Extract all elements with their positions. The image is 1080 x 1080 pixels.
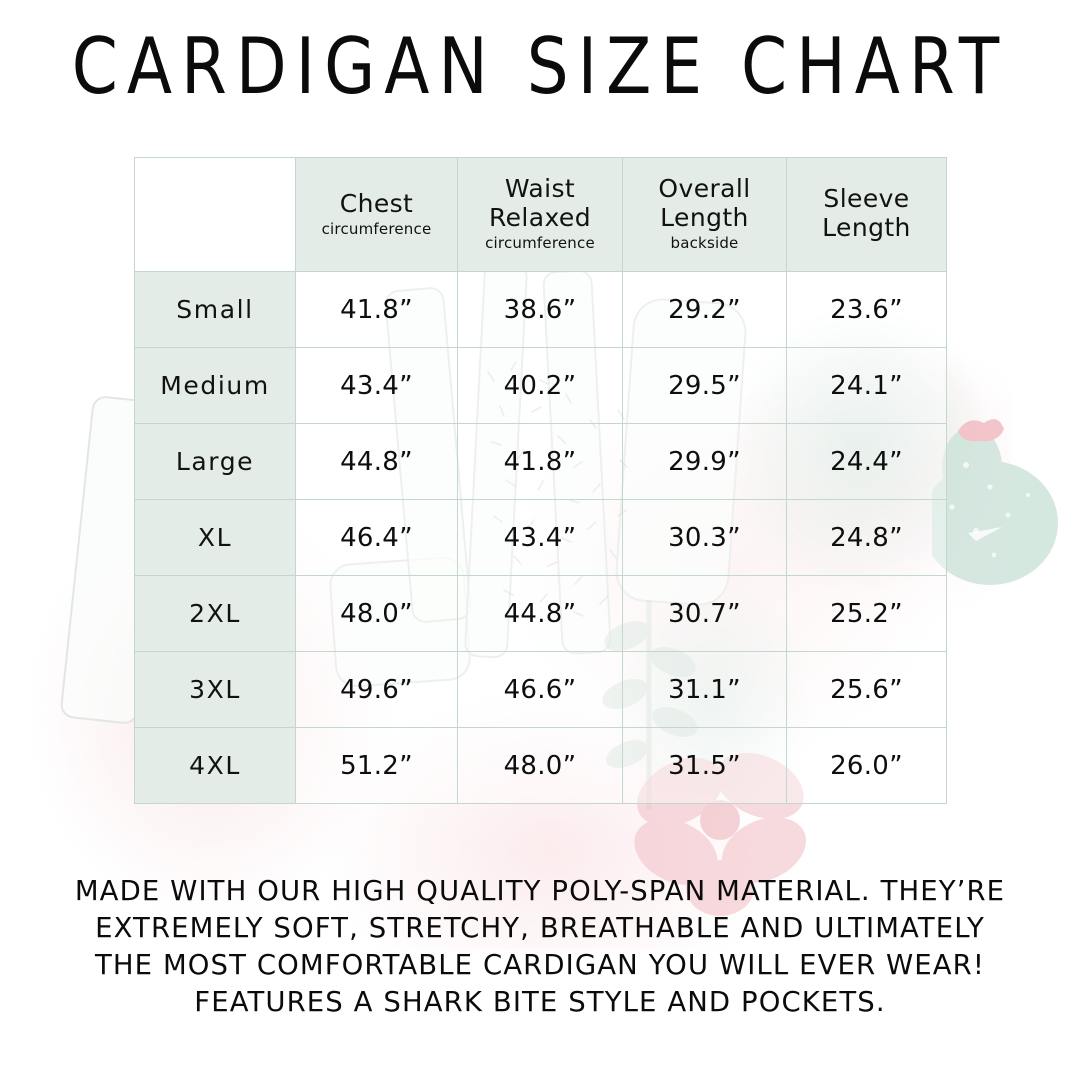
cell-small-length: 29.2” [622,271,787,348]
cell-3xl-waist: 46.6” [457,651,623,728]
table-row: 3XL 49.6” 46.6” 31.1” 25.6” [134,651,947,728]
table-row: 4XL 51.2” 48.0” 31.5” 26.0” [134,727,947,804]
cell-xl-waist: 43.4” [457,499,623,576]
cell-small-sleeve: 23.6” [786,271,947,348]
cell-3xl-length: 31.1” [622,651,787,728]
footer-line-4: FEATURES A SHARK BITE STYLE AND POCKETS. [194,986,886,1018]
cell-2xl-waist: 44.8” [457,575,623,652]
cell-4xl-chest: 51.2” [295,727,458,804]
cell-small-chest: 41.8” [295,271,458,348]
cell-4xl-length: 31.5” [622,727,787,804]
cell-medium-chest: 43.4” [295,347,458,424]
page-title: CARDIGAN SIZE CHART [71,20,1009,112]
cell-4xl-waist: 48.0” [457,727,623,804]
cell-medium-waist: 40.2” [457,347,623,424]
row-label-3xl: 3XL [134,651,296,728]
footer-line-1: MADE WITH OUR HIGH QUALITY POLY-SPAN MAT… [74,875,1006,907]
cell-3xl-sleeve: 25.6” [786,651,947,728]
table-row: Medium 43.4” 40.2” 29.5” 24.1” [134,347,947,424]
cell-xl-length: 30.3” [622,499,787,576]
size-chart-container: Chest circumference Waist Relaxed circum… [134,157,947,804]
row-label-xl: XL [134,499,296,576]
cactus-icon [932,419,1058,585]
column-header-sleeve-length: Sleeve Length [786,157,947,272]
cell-medium-sleeve: 24.1” [786,347,947,424]
column-header-waist: Waist Relaxed circumference [457,157,623,272]
cell-large-chest: 44.8” [295,423,458,500]
table-row: Small 41.8” 38.6” 29.2” 23.6” [134,271,947,348]
cell-4xl-sleeve: 26.0” [786,727,947,804]
column-header-overall-length: Overall Length backside [622,157,787,272]
cell-large-length: 29.9” [622,423,787,500]
table-corner-cell [134,157,296,272]
row-label-4xl: 4XL [134,727,296,804]
footer-line-2: EXTREMELY SOFT, STRETCHY, BREATHABLE AND… [95,912,985,944]
cell-2xl-sleeve: 25.2” [786,575,947,652]
row-label-2xl: 2XL [134,575,296,652]
column-header-chest-sublabel: circumference [321,220,432,238]
cell-medium-length: 29.5” [622,347,787,424]
cell-large-waist: 41.8” [457,423,623,500]
table-row: Large 44.8” 41.8” 29.9” 24.4” [134,423,947,500]
cell-xl-chest: 46.4” [295,499,458,576]
column-header-waist-sublabel: circumference [485,234,595,253]
cell-2xl-chest: 48.0” [295,575,458,652]
cell-small-waist: 38.6” [457,271,623,348]
row-label-small: Small [134,271,296,348]
cell-xl-sleeve: 24.8” [786,499,947,576]
column-header-chest: Chest circumference [295,157,458,272]
column-header-sleeve-length-label: Sleeve Length [822,184,911,242]
row-label-large: Large [134,423,296,500]
cell-large-sleeve: 24.4” [786,423,947,500]
footer-description: MADE WITH OUR HIGH QUALITY POLY-SPAN MAT… [50,873,1030,1021]
table-row: XL 46.4” 43.4” 30.3” 24.8” [134,499,947,576]
table-header-row: Chest circumference Waist Relaxed circum… [134,157,947,272]
column-header-overall-length-label: Overall Length [658,174,751,232]
footer-line-3: THE MOST COMFORTABLE CARDIGAN YOU WILL E… [94,949,986,981]
column-header-waist-label: Waist Relaxed [489,174,591,232]
column-header-overall-length-sublabel: backside [670,234,739,253]
column-header-chest-label: Chest [339,188,414,218]
cell-2xl-length: 30.7” [622,575,787,652]
table-row: 2XL 48.0” 44.8” 30.7” 25.2” [134,575,947,652]
cell-3xl-chest: 49.6” [295,651,458,728]
size-chart-table: Chest circumference Waist Relaxed circum… [134,157,947,804]
row-label-medium: Medium [134,347,296,424]
